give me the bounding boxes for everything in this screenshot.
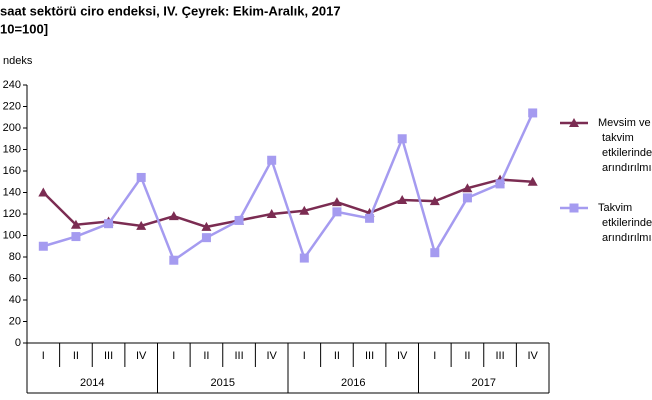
point (429, 196, 440, 206)
y-tick-label: 0 (15, 337, 21, 349)
point (266, 209, 277, 218)
point (267, 155, 277, 165)
y-tick-label: 200 (3, 122, 21, 134)
point (104, 219, 114, 229)
x-tick-label: III (234, 350, 243, 362)
point (331, 197, 342, 207)
y-axis-label: ndeks (3, 55, 33, 67)
y-tick-label: 180 (3, 143, 21, 155)
year-label: 2014 (80, 377, 104, 389)
y-tick-label: 140 (3, 186, 21, 198)
point (462, 193, 472, 203)
point (430, 248, 440, 258)
y-tick-label: 160 (3, 165, 21, 177)
x-tick-label: II (73, 350, 79, 362)
point (299, 205, 310, 215)
y-tick-label: 60 (9, 272, 21, 284)
y-tick-label: 80 (9, 251, 21, 263)
point (38, 241, 48, 251)
legend-label: Takvim etkilerinden arındırılmış (598, 202, 652, 244)
x-tick-label: IV (266, 350, 277, 362)
point (397, 195, 408, 205)
x-tick-label: I (303, 350, 306, 362)
point (528, 108, 538, 118)
x-tick-label: I (433, 350, 436, 362)
year-label: 2017 (472, 377, 496, 389)
point (169, 255, 179, 265)
point (70, 219, 81, 229)
point (234, 215, 244, 225)
point (168, 211, 179, 221)
year-label: 2016 (341, 377, 365, 389)
chart-title: saat sektörü ciro endeksi, IV. Çeyrek: E… (0, 3, 341, 18)
x-tick-label: IV (397, 350, 408, 362)
y-tick-label: 40 (9, 294, 21, 306)
x-tick-label: II (334, 350, 340, 362)
y-tick-label: 240 (3, 79, 21, 91)
point (495, 179, 505, 189)
point (397, 134, 407, 144)
point (332, 207, 342, 217)
x-tick-label: II (464, 350, 470, 362)
x-tick-label: I (42, 350, 45, 362)
x-tick-label: IV (136, 350, 147, 362)
point (299, 253, 309, 263)
year-label: 2015 (211, 377, 235, 389)
point (569, 203, 579, 213)
point (569, 118, 579, 127)
x-tick-label: III (365, 350, 374, 362)
point (71, 232, 81, 242)
x-tick-label: III (104, 350, 113, 362)
x-tick-label: II (203, 350, 209, 362)
y-tick-label: 220 (3, 100, 21, 112)
point (201, 221, 212, 231)
y-tick-label: 120 (3, 208, 21, 220)
point (38, 187, 49, 197)
point (136, 220, 147, 230)
point (365, 213, 375, 223)
x-tick-label: I (172, 350, 175, 362)
x-tick-label: III (495, 350, 504, 362)
point (462, 183, 473, 193)
point (136, 172, 146, 182)
x-tick-label: IV (527, 350, 538, 362)
series-line (42, 112, 534, 263)
legend-label: Mevsim ve takvim etkilerinden arındırılm… (598, 117, 652, 174)
chart-subtitle: 10=100] (0, 21, 48, 36)
y-tick-label: 100 (3, 229, 21, 241)
point (527, 176, 538, 186)
point (201, 233, 211, 243)
y-tick-label: 20 (9, 315, 21, 327)
series-line (42, 178, 533, 229)
